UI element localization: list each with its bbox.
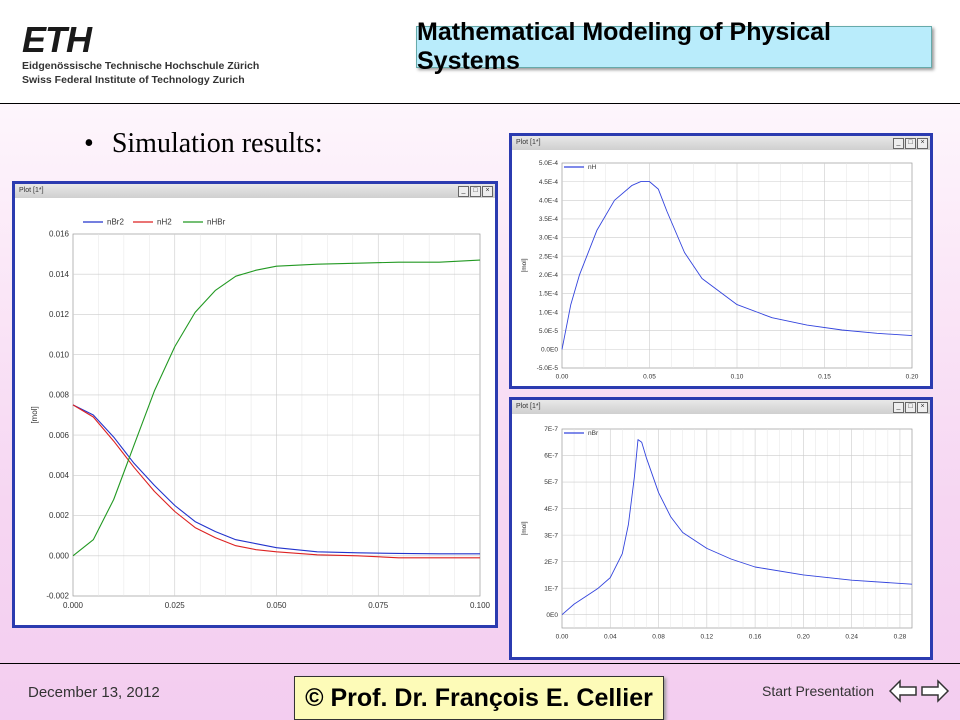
legend-label: nHBr xyxy=(207,218,226,227)
legend-label: nH2 xyxy=(157,218,172,227)
plot-window-nh[interactable]: Plot [1*] _ □ × 0.00 0.05 0.10 0.15 0.20 -5.0E-… xyxy=(509,133,933,389)
y-tick-label: 3.0E-4 xyxy=(539,235,559,242)
y-tick-label: -5.0E-5 xyxy=(537,365,559,372)
institution-name-english: Swiss Federal Institute of Technology Zu… xyxy=(22,74,245,86)
x-tick-label: 0.20 xyxy=(797,634,810,641)
y-tick-label: 0.002 xyxy=(49,511,70,520)
y-tick-label: 0.012 xyxy=(49,310,70,319)
x-tick-label: 0.28 xyxy=(894,634,907,641)
minimize-icon[interactable]: _ xyxy=(893,402,904,413)
y-tick-label: 0.004 xyxy=(49,471,70,480)
x-tick-label: 0.05 xyxy=(643,374,656,381)
x-tick-label: 0.025 xyxy=(165,601,186,610)
y-tick-label: 4.5E-4 xyxy=(539,179,559,186)
plot-window-title: Plot [1*] xyxy=(516,139,541,146)
y-axis-label: [mol] xyxy=(30,406,39,423)
eth-logo: ETH xyxy=(22,19,92,60)
bullet-text: Simulation results: xyxy=(111,128,323,159)
plot-window-titlebar[interactable]: Plot [1*] _ □ × xyxy=(512,400,930,414)
start-presentation-link[interactable]: Start Presentation xyxy=(762,683,875,699)
series-line-nh xyxy=(561,181,913,350)
plot-window-title: Plot [1*] xyxy=(19,187,44,194)
forward-arrow-icon[interactable] xyxy=(920,678,950,704)
plot-window-main[interactable]: Plot [1*] _ □ × 0.000 0.025 0.050 0.075 0.100 -… xyxy=(12,181,498,628)
y-tick-label: 7E-7 xyxy=(544,426,558,433)
y-axis-label: [mol] xyxy=(521,521,528,535)
y-tick-label: 1E-7 xyxy=(544,585,558,592)
bullet-dot: • xyxy=(84,128,94,159)
x-tick-label: 0.050 xyxy=(266,601,287,610)
bullet-point: • Simulation results: xyxy=(84,128,323,160)
x-tick-label: 0.12 xyxy=(700,634,713,641)
x-tick-label: 0.24 xyxy=(845,634,858,641)
x-tick-label: 0.00 xyxy=(556,634,569,641)
header-divider xyxy=(0,103,960,104)
series-line-nhbr xyxy=(72,259,481,557)
y-tick-label: 0.010 xyxy=(49,350,70,359)
maximize-icon[interactable]: □ xyxy=(905,138,916,149)
y-tick-label: 5E-7 xyxy=(544,479,558,486)
y-tick-label: 6E-7 xyxy=(544,453,558,460)
legend-label: nBr2 xyxy=(107,218,124,227)
footer-author: © Prof. Dr. François E. Cellier xyxy=(294,676,664,720)
y-tick-label: 5.0E-4 xyxy=(539,160,559,167)
y-tick-label: 5.0E-5 xyxy=(539,328,559,335)
plot-area xyxy=(561,428,913,629)
plot-canvas-nh: 0.00 0.05 0.10 0.15 0.20 -5.0E-5 0.0E0 5.0E-5 1.… xyxy=(521,160,919,381)
maximize-icon[interactable]: □ xyxy=(470,186,481,197)
y-tick-label: 3.5E-4 xyxy=(539,216,559,223)
y-tick-label: 0.008 xyxy=(49,391,70,400)
x-tick-label: 0.00 xyxy=(556,374,569,381)
footer-date: December 13, 2012 xyxy=(28,684,160,701)
x-tick-label: 0.075 xyxy=(368,601,389,610)
plot-canvas-nbr: 0.00 0.04 0.08 0.12 0.16 0.20 0.24 0.28 0E0 1E-7 2… xyxy=(521,426,913,641)
y-tick-label: 1.0E-4 xyxy=(539,309,559,316)
close-icon[interactable]: × xyxy=(917,138,928,149)
y-tick-label: 0.0E0 xyxy=(541,347,558,354)
x-tick-label: 0.15 xyxy=(818,374,831,381)
legend-label: nBr xyxy=(588,430,599,437)
plot-window-title: Plot [1*] xyxy=(516,403,541,410)
y-tick-label: 0.016 xyxy=(49,230,70,239)
plot-canvas-main: 0.000 0.025 0.050 0.075 0.100-0.0020.0000.00… xyxy=(30,218,491,610)
y-axis-label: [mol] xyxy=(521,258,528,272)
y-tick-label: 0.000 xyxy=(49,551,70,560)
y-tick-label: -0.002 xyxy=(46,592,69,601)
minimize-icon[interactable]: _ xyxy=(893,138,904,149)
series-line-nh2 xyxy=(72,404,480,559)
minimize-icon[interactable]: _ xyxy=(458,186,469,197)
x-tick-label: 0.04 xyxy=(604,634,617,641)
series-line-nbr2 xyxy=(72,404,480,555)
slide-title: Mathematical Modeling of Physical System… xyxy=(416,18,932,75)
series-line-nbr xyxy=(561,439,913,616)
plot-window-titlebar[interactable]: Plot [1*] _ □ × xyxy=(512,136,930,150)
maximize-icon[interactable]: □ xyxy=(905,402,916,413)
y-tick-label: 0.006 xyxy=(49,431,70,440)
plot-window-nbr[interactable]: Plot [1*] _ □ × 0.00 0.04 0.08 0.12 0.16 0.20 0.… xyxy=(509,397,933,660)
y-tick-label: 2E-7 xyxy=(544,559,558,566)
y-tick-label: 2.5E-4 xyxy=(539,253,559,260)
close-icon[interactable]: × xyxy=(917,402,928,413)
x-tick-label: 0.10 xyxy=(731,374,744,381)
y-tick-label: 4.0E-4 xyxy=(539,197,559,204)
x-tick-label: 0.08 xyxy=(652,634,665,641)
legend-label: nH xyxy=(588,164,597,171)
y-tick-label: 3E-7 xyxy=(544,532,558,539)
y-tick-label: 0.014 xyxy=(49,270,70,279)
x-tick-label: 0.000 xyxy=(63,601,84,610)
x-tick-label: 0.16 xyxy=(749,634,762,641)
y-tick-label: 0E0 xyxy=(546,612,558,619)
footer-divider xyxy=(0,663,960,664)
plot-window-titlebar[interactable]: Plot [1*] _ □ × xyxy=(15,184,495,198)
y-tick-label: 1.5E-4 xyxy=(539,291,559,298)
y-tick-label: 2.0E-4 xyxy=(539,272,559,279)
x-tick-label: 0.100 xyxy=(470,601,491,610)
close-icon[interactable]: × xyxy=(482,186,493,197)
x-tick-label: 0.20 xyxy=(906,374,919,381)
y-tick-label: 4E-7 xyxy=(544,506,558,513)
institution-name-german: Eidgenössische Technische Hochschule Zür… xyxy=(22,60,260,72)
back-arrow-icon[interactable] xyxy=(888,678,918,704)
